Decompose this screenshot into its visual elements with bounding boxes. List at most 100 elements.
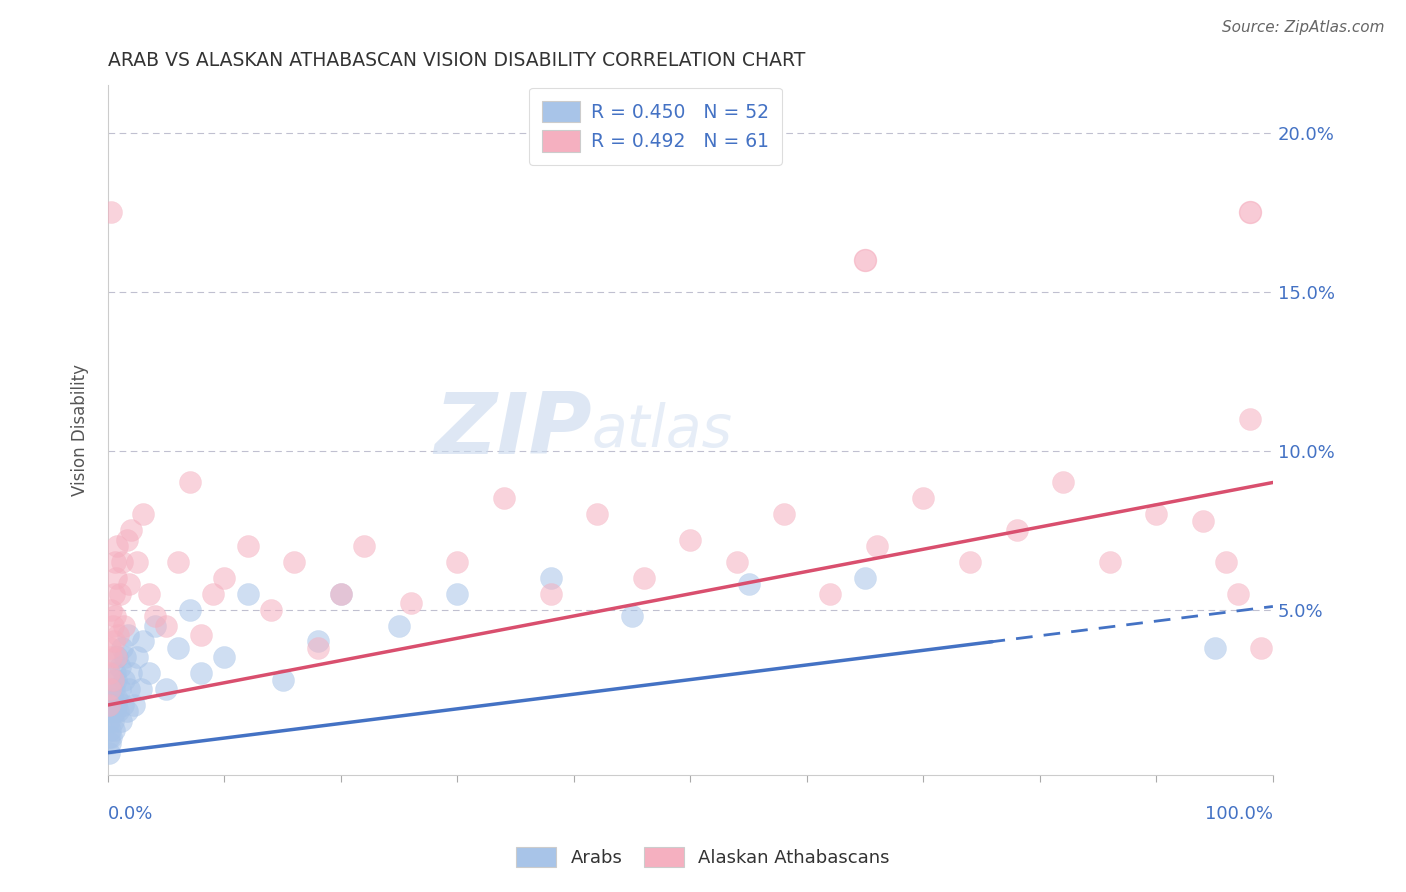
Point bbox=[118, 682, 141, 697]
Point bbox=[127, 555, 149, 569]
Point bbox=[540, 571, 562, 585]
Point bbox=[330, 587, 353, 601]
Point bbox=[110, 714, 132, 728]
Point bbox=[112, 673, 135, 687]
Point bbox=[1215, 555, 1237, 569]
Point bbox=[271, 673, 294, 687]
Point bbox=[866, 539, 889, 553]
Point bbox=[101, 618, 124, 632]
Point bbox=[104, 666, 127, 681]
Point bbox=[98, 746, 121, 760]
Y-axis label: Vision Disability: Vision Disability bbox=[72, 364, 89, 496]
Point bbox=[105, 650, 128, 665]
Point bbox=[959, 555, 981, 569]
Point bbox=[260, 602, 283, 616]
Legend: R = 0.450   N = 52, R = 0.492   N = 61: R = 0.450 N = 52, R = 0.492 N = 61 bbox=[529, 87, 782, 165]
Point bbox=[1239, 205, 1261, 219]
Point bbox=[586, 508, 609, 522]
Point bbox=[103, 587, 125, 601]
Point bbox=[112, 698, 135, 712]
Point bbox=[155, 618, 177, 632]
Point bbox=[129, 682, 152, 697]
Point bbox=[98, 682, 121, 697]
Point bbox=[853, 571, 876, 585]
Point bbox=[236, 587, 259, 601]
Point bbox=[100, 730, 122, 744]
Point bbox=[105, 698, 128, 712]
Point bbox=[621, 609, 644, 624]
Point bbox=[725, 555, 748, 569]
Point bbox=[1144, 508, 1167, 522]
Point bbox=[388, 618, 411, 632]
Point bbox=[108, 587, 131, 601]
Point bbox=[737, 577, 759, 591]
Point bbox=[111, 640, 134, 655]
Point bbox=[111, 555, 134, 569]
Point bbox=[912, 491, 935, 506]
Point bbox=[100, 205, 122, 219]
Point bbox=[105, 691, 128, 706]
Text: atlas: atlas bbox=[592, 401, 733, 458]
Point bbox=[122, 698, 145, 712]
Point bbox=[138, 666, 160, 681]
Point bbox=[98, 730, 121, 744]
Point bbox=[105, 571, 128, 585]
Point bbox=[100, 698, 122, 712]
Point bbox=[138, 587, 160, 601]
Point bbox=[104, 609, 127, 624]
Point bbox=[143, 618, 166, 632]
Point bbox=[283, 555, 305, 569]
Legend: Arabs, Alaskan Athabascans: Arabs, Alaskan Athabascans bbox=[508, 838, 898, 876]
Point bbox=[108, 660, 131, 674]
Point bbox=[101, 691, 124, 706]
Point bbox=[100, 602, 122, 616]
Point bbox=[1226, 587, 1249, 601]
Text: ARAB VS ALASKAN ATHABASCAN VISION DISABILITY CORRELATION CHART: ARAB VS ALASKAN ATHABASCAN VISION DISABI… bbox=[108, 51, 806, 70]
Point bbox=[98, 640, 121, 655]
Point bbox=[115, 533, 138, 547]
Point bbox=[117, 628, 139, 642]
Point bbox=[190, 666, 212, 681]
Point bbox=[132, 634, 155, 648]
Text: 0.0%: 0.0% bbox=[108, 805, 153, 823]
Point bbox=[1098, 555, 1121, 569]
Point bbox=[1052, 475, 1074, 490]
Point bbox=[1204, 640, 1226, 655]
Point bbox=[98, 736, 121, 750]
Point bbox=[167, 555, 190, 569]
Point bbox=[633, 571, 655, 585]
Point bbox=[201, 587, 224, 601]
Point bbox=[236, 539, 259, 553]
Point bbox=[115, 704, 138, 718]
Point bbox=[132, 508, 155, 522]
Point bbox=[104, 555, 127, 569]
Point bbox=[679, 533, 702, 547]
Point bbox=[307, 634, 329, 648]
Text: Source: ZipAtlas.com: Source: ZipAtlas.com bbox=[1222, 20, 1385, 35]
Point bbox=[98, 723, 121, 738]
Point bbox=[112, 618, 135, 632]
Point bbox=[101, 714, 124, 728]
Point bbox=[214, 571, 236, 585]
Point bbox=[143, 609, 166, 624]
Point bbox=[1239, 412, 1261, 426]
Point bbox=[105, 539, 128, 553]
Point bbox=[127, 650, 149, 665]
Point bbox=[107, 704, 129, 718]
Point bbox=[114, 650, 136, 665]
Point bbox=[330, 587, 353, 601]
Point bbox=[108, 682, 131, 697]
Text: ZIP: ZIP bbox=[434, 389, 592, 472]
Point bbox=[399, 596, 422, 610]
Point bbox=[105, 650, 128, 665]
Point bbox=[118, 577, 141, 591]
Point bbox=[446, 587, 468, 601]
Point bbox=[540, 587, 562, 601]
Point bbox=[98, 666, 121, 681]
Point bbox=[446, 555, 468, 569]
Point bbox=[353, 539, 375, 553]
Point bbox=[103, 682, 125, 697]
Point bbox=[98, 698, 121, 712]
Point bbox=[100, 650, 122, 665]
Point bbox=[179, 475, 201, 490]
